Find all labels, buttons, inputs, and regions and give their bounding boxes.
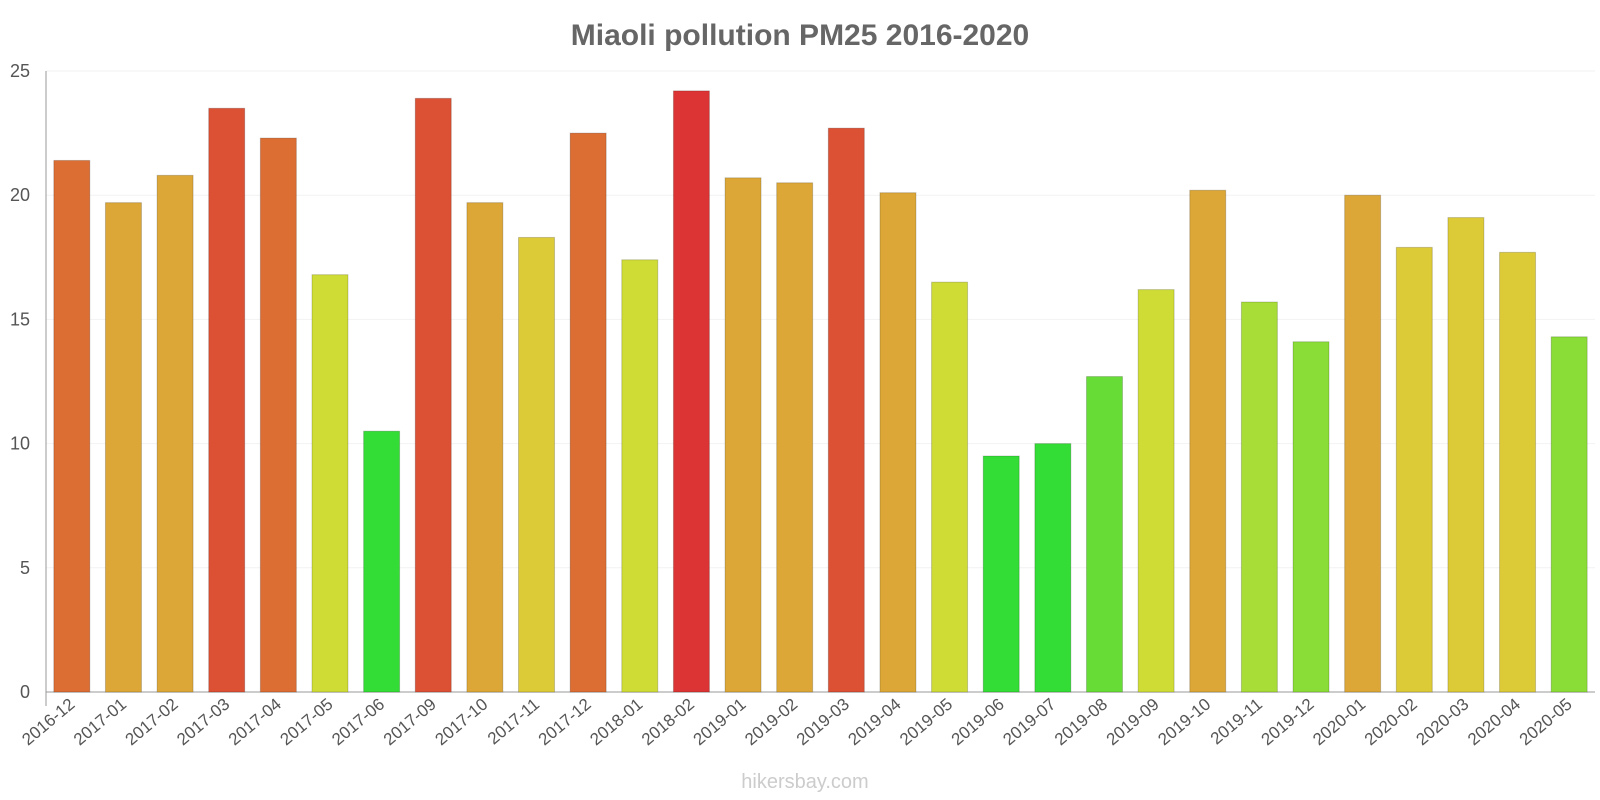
x-tick-label: 2017-06 xyxy=(328,695,388,750)
bar-2019-06[interactable] xyxy=(982,455,1020,693)
x-tick-label: 2016-12 xyxy=(18,695,78,750)
bar-2018-02[interactable] xyxy=(672,90,710,693)
bar-2020-05[interactable] xyxy=(1550,336,1588,693)
x-tick-label: 2020-05 xyxy=(1516,695,1576,750)
x-tick-label: 2019-03 xyxy=(793,695,853,750)
bar-2017-10[interactable] xyxy=(466,202,504,693)
bar-2019-08[interactable] xyxy=(1085,376,1123,693)
x-tick-label: 2020-04 xyxy=(1464,695,1524,750)
bar-2017-04[interactable] xyxy=(259,137,297,693)
y-tick-label: 5 xyxy=(20,558,30,578)
y-tick-label: 20 xyxy=(10,185,30,205)
x-tick-label: 2019-06 xyxy=(948,695,1008,750)
bar-2017-12[interactable] xyxy=(569,132,607,693)
bar-2020-02[interactable] xyxy=(1395,246,1433,693)
y-tick-label: 25 xyxy=(10,61,30,81)
x-tick-label: 2018-01 xyxy=(586,695,646,750)
bar-2017-05[interactable] xyxy=(311,274,349,693)
bar-2019-09[interactable] xyxy=(1137,289,1175,693)
bar-2016-12[interactable] xyxy=(53,159,91,693)
y-tick-label: 0 xyxy=(20,682,30,702)
x-tick-label: 2019-10 xyxy=(1154,695,1214,750)
x-tick-label: 2019-05 xyxy=(896,695,956,750)
bar-2019-02[interactable] xyxy=(776,182,814,693)
x-tick-label: 2019-04 xyxy=(845,695,905,750)
x-tick-label: 2017-11 xyxy=(484,695,543,749)
chart-title: Miaoli pollution PM25 2016-2020 xyxy=(571,19,1029,52)
x-tick-labels: 2016-122017-012017-022017-032017-042017-… xyxy=(18,695,1575,750)
x-tick-label: 2017-10 xyxy=(431,695,491,750)
x-tick-label: 2019-01 xyxy=(690,695,750,750)
bar-2019-12[interactable] xyxy=(1292,341,1330,693)
bar-2020-03[interactable] xyxy=(1447,217,1485,693)
bar-2017-02[interactable] xyxy=(156,174,194,693)
x-tick-label: 2019-07 xyxy=(999,695,1059,750)
x-tick-label: 2020-03 xyxy=(1412,695,1472,750)
axes xyxy=(45,71,1595,706)
bars xyxy=(53,90,1588,693)
x-tick-label: 2017-04 xyxy=(225,695,285,750)
bar-2020-04[interactable] xyxy=(1499,251,1537,693)
bar-2017-09[interactable] xyxy=(414,97,452,693)
bar-2019-04[interactable] xyxy=(879,192,917,693)
x-tick-label: 2017-05 xyxy=(277,695,337,750)
bar-2019-07[interactable] xyxy=(1034,443,1072,693)
bar-2020-01[interactable] xyxy=(1344,194,1382,693)
x-tick-label: 2020-02 xyxy=(1361,695,1421,750)
x-tick-label: 2019-08 xyxy=(1051,695,1111,750)
bar-2019-11[interactable] xyxy=(1240,301,1278,693)
grid-lines xyxy=(46,70,1595,569)
x-tick-label: 2017-02 xyxy=(122,695,182,750)
x-tick-label: 2017-03 xyxy=(173,695,233,750)
bar-2018-01[interactable] xyxy=(621,259,659,693)
y-tick-labels: 0 5 10 15 20 25 xyxy=(10,61,30,702)
x-tick-label: 2019-11 xyxy=(1207,695,1266,749)
x-tick-label: 2017-09 xyxy=(380,695,440,750)
bar-2019-01[interactable] xyxy=(724,177,762,693)
bar-2017-06[interactable] xyxy=(363,430,401,693)
bar-2019-05[interactable] xyxy=(931,281,969,693)
y-tick-label: 10 xyxy=(10,434,30,454)
y-tick-label: 15 xyxy=(10,309,30,329)
x-tick-label: 2019-12 xyxy=(1258,695,1318,750)
x-tick-label: 2019-09 xyxy=(1103,695,1163,750)
x-tick-label: 2020-01 xyxy=(1309,695,1369,750)
bar-2019-10[interactable] xyxy=(1189,189,1227,693)
x-tick-label: 2017-01 xyxy=(70,695,130,750)
x-tick-label: 2018-02 xyxy=(638,695,698,750)
x-tick-label: 2017-12 xyxy=(535,695,595,750)
x-tick-label: 2019-02 xyxy=(741,695,801,750)
watermark: hikersbay.com xyxy=(741,771,868,793)
bar-2019-03[interactable] xyxy=(827,127,865,693)
bar-2017-11[interactable] xyxy=(518,236,556,693)
bar-2017-01[interactable] xyxy=(104,202,142,693)
bar-2017-03[interactable] xyxy=(208,107,246,693)
